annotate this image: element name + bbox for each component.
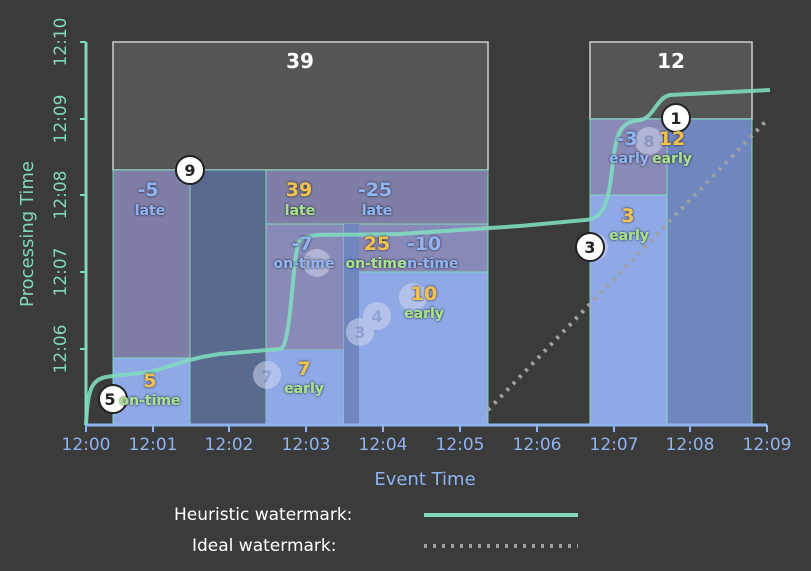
x-tick-label: 12:06 [513, 435, 562, 455]
data-point-label: 8 [643, 132, 654, 151]
data-point-label: 7 [261, 367, 272, 386]
data-point [635, 127, 663, 155]
pane-status: on-time [120, 393, 181, 409]
data-point-label: 4 [371, 307, 382, 326]
pane-value: 25 [364, 233, 390, 255]
heuristic-watermark-line [84, 88, 771, 426]
x-tick-label: 12:01 [129, 435, 178, 455]
dark-column [189, 169, 267, 426]
pane-value: 7 [297, 358, 310, 380]
data-point-label: 9 [184, 161, 195, 180]
pane-value: -5 [137, 179, 158, 201]
y-tick-label: 12:06 [51, 325, 71, 374]
pane-status: early [609, 151, 649, 167]
x-axis-label: Event Time [374, 469, 475, 490]
window1-total: 39 [286, 49, 314, 73]
data-point-label: 3 [354, 323, 365, 342]
pane-early-3 [589, 194, 668, 426]
data-point-label: 5 [104, 390, 115, 409]
y-tick-label: 12:08 [51, 171, 71, 220]
pane-early-1 [266, 350, 344, 425]
pane-status: on-time [398, 256, 459, 272]
x-tick-label: 12:00 [62, 435, 111, 455]
x-tick-label: 12:02 [205, 435, 254, 455]
data-point [661, 103, 691, 133]
data-point [363, 302, 391, 330]
pane-value: 12 [659, 128, 685, 150]
x-tick-label: 12:08 [666, 435, 715, 455]
y-ticks [80, 41, 86, 350]
pane-status: late [362, 203, 392, 219]
data-point [575, 232, 605, 262]
pane-status: early [609, 228, 649, 244]
pane-status: early [404, 306, 444, 322]
data-point-label: 3 [584, 238, 595, 257]
window1-total-box [112, 41, 489, 171]
pane-value: -3 [616, 128, 637, 150]
pane-status: late [285, 203, 315, 219]
pane-status: early [284, 381, 324, 397]
data-point [253, 361, 281, 389]
x-ticks [85, 425, 768, 432]
data-point [175, 155, 205, 185]
pane-value: -7 [291, 233, 312, 255]
data-point-label: 1 [670, 109, 681, 128]
data-point [399, 283, 427, 311]
x-tick-label: 12:07 [590, 435, 639, 455]
window2-total: 12 [657, 49, 685, 73]
y-tick-label: 12:09 [51, 95, 71, 144]
pane-value: 5 [143, 370, 156, 392]
pane-status: late [135, 203, 165, 219]
pane-ontime-mid [265, 223, 345, 351]
x-tick-label: 12:09 [743, 435, 792, 455]
pane-status: on-time [274, 256, 335, 272]
pane-status: early [652, 151, 692, 167]
x-tick-label: 12:03 [282, 435, 331, 455]
pane-status: on-time [346, 256, 407, 272]
pane-value: -25 [358, 179, 392, 201]
ideal-watermark-line [486, 118, 769, 412]
pane-value: 3 [621, 205, 634, 227]
pane-late-2 [265, 169, 489, 225]
x-tick-label: 12:04 [359, 435, 408, 455]
legend-ideal-label: Ideal watermark: [192, 536, 337, 556]
data-point [303, 249, 331, 277]
legend-heuristic-label: Heuristic watermark: [174, 505, 353, 525]
y-axis-label: Processing Time [17, 161, 38, 307]
y-tick-label: 12:07 [51, 248, 71, 297]
pane-value: 10 [411, 283, 437, 305]
pane-value: -10 [407, 233, 441, 255]
y-tick-label: 12:10 [51, 18, 71, 67]
data-point [98, 384, 128, 414]
x-tick-label: 12:05 [436, 435, 485, 455]
pane-value: 39 [286, 179, 312, 201]
